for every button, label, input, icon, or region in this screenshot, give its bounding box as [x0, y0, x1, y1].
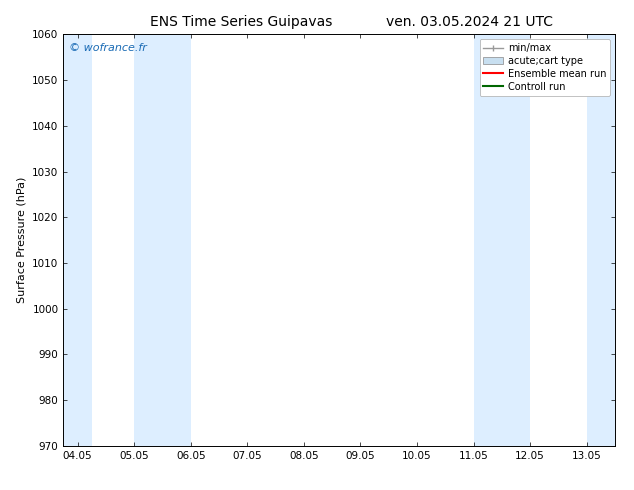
Y-axis label: Surface Pressure (hPa): Surface Pressure (hPa): [16, 177, 27, 303]
Bar: [63, 34, 92, 446]
Text: © wofrance.fr: © wofrance.fr: [69, 43, 147, 52]
Bar: [586, 34, 615, 446]
Text: ENS Time Series Guipavas: ENS Time Series Guipavas: [150, 15, 332, 29]
Bar: [474, 34, 530, 446]
Legend: min/max, acute;cart type, Ensemble mean run, Controll run: min/max, acute;cart type, Ensemble mean …: [479, 39, 610, 96]
Text: ven. 03.05.2024 21 UTC: ven. 03.05.2024 21 UTC: [385, 15, 553, 29]
Bar: [134, 34, 191, 446]
